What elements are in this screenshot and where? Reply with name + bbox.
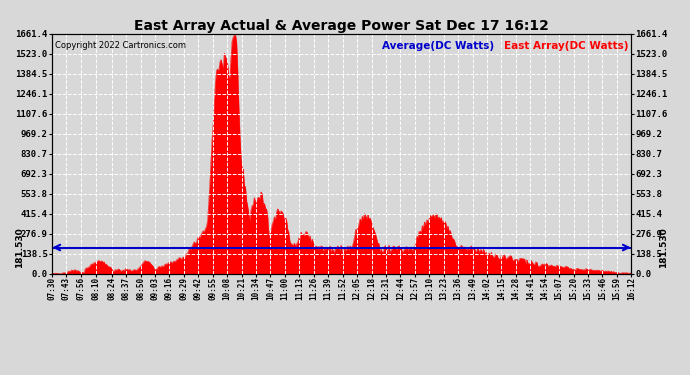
Text: Copyright 2022 Cartronics.com: Copyright 2022 Cartronics.com	[55, 41, 186, 50]
Text: 181.530: 181.530	[15, 227, 24, 268]
Text: East Array(DC Watts): East Array(DC Watts)	[504, 41, 629, 51]
Text: 181.530: 181.530	[659, 227, 668, 268]
Title: East Array Actual & Average Power Sat Dec 17 16:12: East Array Actual & Average Power Sat De…	[134, 19, 549, 33]
Text: Average(DC Watts): Average(DC Watts)	[382, 41, 494, 51]
